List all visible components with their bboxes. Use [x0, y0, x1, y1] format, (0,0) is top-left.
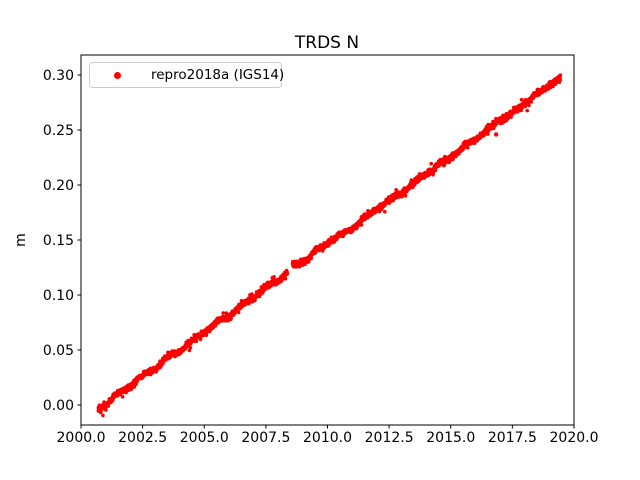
scatter-point: [525, 108, 529, 113]
scatter-point: [429, 161, 434, 166]
scatter-point: [527, 103, 531, 108]
y-tick-label: 0.25: [43, 123, 74, 139]
scatter-point: [359, 223, 364, 227]
scatter-point: [272, 275, 276, 279]
scatter-point: [120, 395, 125, 399]
scatter-outlier-point: [493, 132, 499, 137]
y-tick-label: 0.00: [43, 398, 74, 414]
x-tick-label: 2005.0: [180, 430, 229, 446]
scatter-point: [558, 73, 563, 77]
y-tick-label: 0.20: [43, 178, 74, 194]
scatter-point: [465, 145, 470, 150]
axes-ticks: 2000.0 2002.5 2005.0 2007.5 2010.0 2012.5 2015…: [43, 68, 599, 446]
scatter-point: [187, 348, 192, 353]
scatter-point: [236, 310, 241, 315]
x-tick-label: 2002.5: [118, 430, 167, 446]
scatter-point: [188, 346, 193, 350]
x-tick-label: 2020.0: [550, 430, 599, 446]
scatter-point: [221, 311, 225, 315]
scatter-point: [529, 100, 533, 104]
scatter-point: [285, 271, 290, 276]
scatter-point: [194, 339, 199, 344]
scatter-point: [558, 78, 563, 82]
chart-title: TRDS N: [294, 33, 359, 53]
legend-label: repro2018a (IGS14): [151, 67, 285, 83]
legend: repro2018a (IGS14): [89, 62, 285, 88]
scatter-point: [283, 276, 288, 281]
scatter-point: [104, 408, 108, 412]
scatter-point: [101, 413, 105, 418]
scatter-point: [229, 316, 233, 321]
scatter-point: [98, 410, 103, 415]
x-tick-label: 2010.0: [303, 430, 352, 446]
x-tick-label: 2017.5: [488, 430, 537, 446]
scatter-series-repro2018a: [96, 73, 563, 418]
x-tick-label: 2012.5: [365, 430, 414, 446]
x-tick-label: 2015.0: [426, 430, 475, 446]
y-tick-label: 0.10: [43, 288, 74, 304]
legend-marker-dot: [114, 71, 121, 79]
y-tick-label: 0.15: [43, 233, 74, 249]
y-tick-label: 0.05: [43, 343, 74, 359]
y-axis-label: m: [13, 233, 29, 247]
scatter-point: [519, 97, 524, 102]
x-tick-label: 2007.5: [241, 430, 290, 446]
scatter-point: [403, 194, 408, 198]
scatter-point: [309, 256, 314, 261]
scatter-point: [383, 209, 387, 214]
y-tick-label: 0.30: [43, 68, 74, 84]
scatter-point: [486, 132, 490, 136]
x-tick-label: 2000.0: [57, 430, 106, 446]
